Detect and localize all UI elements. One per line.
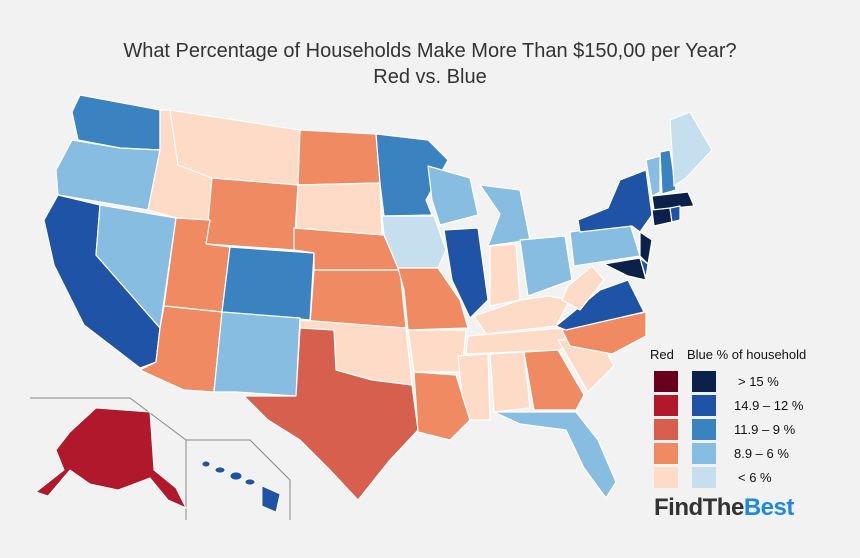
state-rhode-island [669, 205, 681, 223]
state-colorado [221, 246, 315, 321]
state-vermont [645, 155, 661, 197]
state-wisconsin [427, 165, 479, 226]
legend-label: 8.9 – 6 % [734, 446, 789, 461]
state-alabama [489, 351, 531, 413]
legend-label: 14.9 – 12 % [734, 398, 804, 413]
state-ohio [519, 235, 573, 297]
state-michigan [479, 184, 531, 247]
state-alaska [34, 407, 188, 510]
map-title: What Percentage of Households Make More … [123, 40, 737, 62]
state-wyoming [205, 177, 299, 251]
state-north-dakota [297, 129, 381, 186]
state-louisiana [413, 371, 471, 441]
logo-part1: FindThe [654, 494, 744, 521]
state-illinois [443, 227, 489, 319]
legend-red-header: Red [650, 347, 674, 362]
state-connecticut [651, 207, 673, 227]
state-new-mexico [213, 311, 301, 397]
state-missouri [397, 267, 469, 331]
state-west-virginia [561, 265, 605, 311]
legend-blue-swatch [692, 395, 716, 416]
state-hawaii [201, 460, 281, 513]
logo-part2: Best [743, 494, 795, 521]
state-maine [669, 111, 713, 187]
legend-label: < 6 % [738, 470, 772, 485]
map-subtitle: Red vs. Blue [373, 66, 487, 88]
state-kansas [309, 269, 407, 329]
state-virginia [555, 279, 645, 331]
state-south-dakota [295, 182, 383, 236]
state-minnesota [375, 133, 449, 217]
legend-red-swatch [654, 443, 678, 464]
legend-label: > 15 % [738, 374, 779, 389]
state-massachusetts [651, 191, 695, 211]
state-texas [243, 327, 419, 501]
state-georgia [523, 349, 585, 411]
legend-red-swatch [654, 419, 678, 440]
alaska-inset-frame [30, 397, 187, 520]
legend-red-swatch [654, 467, 678, 488]
legend-red-swatch [654, 371, 678, 392]
legend-blue-swatch [692, 419, 716, 440]
legend-blue-swatch [692, 371, 716, 392]
state-maryland [603, 257, 647, 281]
state-mississippi [457, 353, 491, 421]
state-indiana [489, 243, 521, 307]
hawaii-inset-frame [186, 439, 291, 520]
state-arkansas [407, 329, 467, 373]
state-florida [493, 411, 617, 499]
legend-blue-swatch [692, 467, 716, 488]
state-new-york [577, 169, 653, 233]
state-new-hampshire [659, 149, 677, 195]
state-delaware [639, 257, 649, 279]
findthebest-logo: FindTheBest [654, 494, 794, 522]
legend-red-swatch [654, 395, 678, 416]
legend-blue-header: Blue % of household [687, 347, 807, 362]
legend-label: 11.9 – 9 % [734, 422, 796, 437]
legend-blue-swatch [692, 443, 716, 464]
